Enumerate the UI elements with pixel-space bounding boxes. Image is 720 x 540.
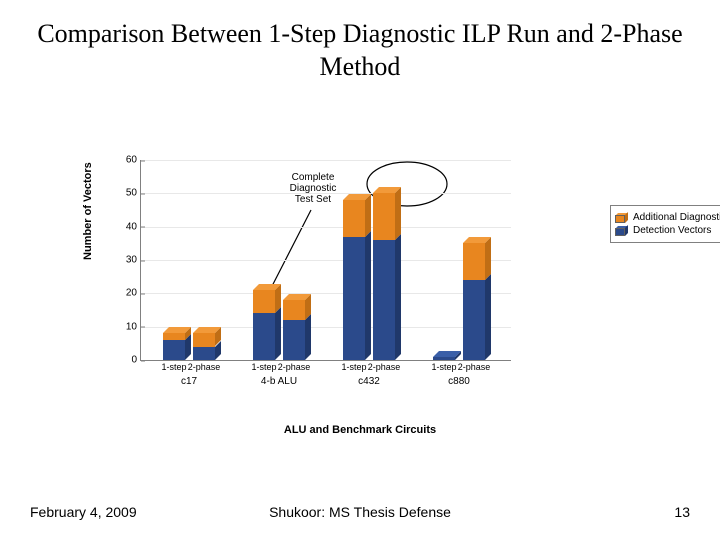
- bar-side: [365, 194, 371, 237]
- y-tick: 30: [109, 255, 141, 266]
- footer-page: 13: [674, 504, 690, 520]
- bar-segment: [373, 240, 395, 360]
- x-tick: 2-phase: [278, 362, 311, 372]
- x-tick: 2-phase: [188, 362, 221, 372]
- x-tick: 1-step: [431, 362, 456, 372]
- bar-side: [395, 187, 401, 240]
- bar-side: [485, 274, 491, 360]
- legend-label: Detection Vectors: [633, 225, 711, 236]
- gridline: [141, 227, 511, 228]
- y-tick: 0: [109, 355, 141, 366]
- y-tick: 40: [109, 221, 141, 232]
- bar-segment: [373, 193, 395, 240]
- group-label: c432: [358, 376, 380, 387]
- legend: Additional Diagnostic Vectors Detection V…: [610, 205, 720, 243]
- legend-swatch: [615, 226, 629, 236]
- legend-label: Additional Diagnostic Vectors: [633, 212, 720, 223]
- x-tick: 1-step: [251, 362, 276, 372]
- bar-segment: [163, 333, 185, 340]
- bar-side: [485, 237, 491, 280]
- x-axis-label: ALU and Benchmark Circuits: [284, 424, 436, 436]
- bar-segment: [163, 340, 185, 360]
- bar-segment: [463, 243, 485, 280]
- legend-swatch: [615, 213, 629, 223]
- chart-container: Number of Vectors 01020304050601-step2-p…: [80, 150, 640, 430]
- bar-side: [395, 234, 401, 360]
- legend-item: Additional Diagnostic Vectors: [615, 212, 720, 223]
- bar-segment: [253, 313, 275, 360]
- bar-segment: [433, 357, 455, 360]
- bar-segment: [283, 300, 305, 320]
- bar-segment: [343, 200, 365, 237]
- y-tick: 10: [109, 321, 141, 332]
- x-tick: 1-step: [161, 362, 186, 372]
- bar-segment: [193, 333, 215, 346]
- group-label: 4-b ALU: [261, 376, 297, 387]
- bar-segment: [253, 290, 275, 313]
- x-tick: 1-step: [341, 362, 366, 372]
- gridline: [141, 260, 511, 261]
- x-tick: 2-phase: [368, 362, 401, 372]
- y-axis-label: Number of Vectors: [82, 162, 94, 260]
- y-tick: 60: [109, 155, 141, 166]
- bar-side: [275, 307, 281, 360]
- gridline: [141, 293, 511, 294]
- x-tick: 2-phase: [458, 362, 491, 372]
- gridline: [141, 160, 511, 161]
- y-tick: 50: [109, 188, 141, 199]
- y-tick: 20: [109, 288, 141, 299]
- bar-segment: [193, 347, 215, 360]
- group-label: c880: [448, 376, 470, 387]
- gridline: [141, 327, 511, 328]
- legend-item: Detection Vectors: [615, 225, 720, 236]
- bar-segment: [283, 320, 305, 360]
- bar-side: [365, 231, 371, 360]
- bar-segment: [343, 237, 365, 360]
- bar-side: [305, 314, 311, 360]
- footer-center: Shukoor: MS Thesis Defense: [0, 504, 720, 520]
- annotation-text: CompleteDiagnosticTest Set: [278, 172, 348, 205]
- slide-title: Comparison Between 1-Step Diagnostic ILP…: [0, 18, 720, 83]
- group-label: c17: [181, 376, 197, 387]
- bar-segment: [463, 280, 485, 360]
